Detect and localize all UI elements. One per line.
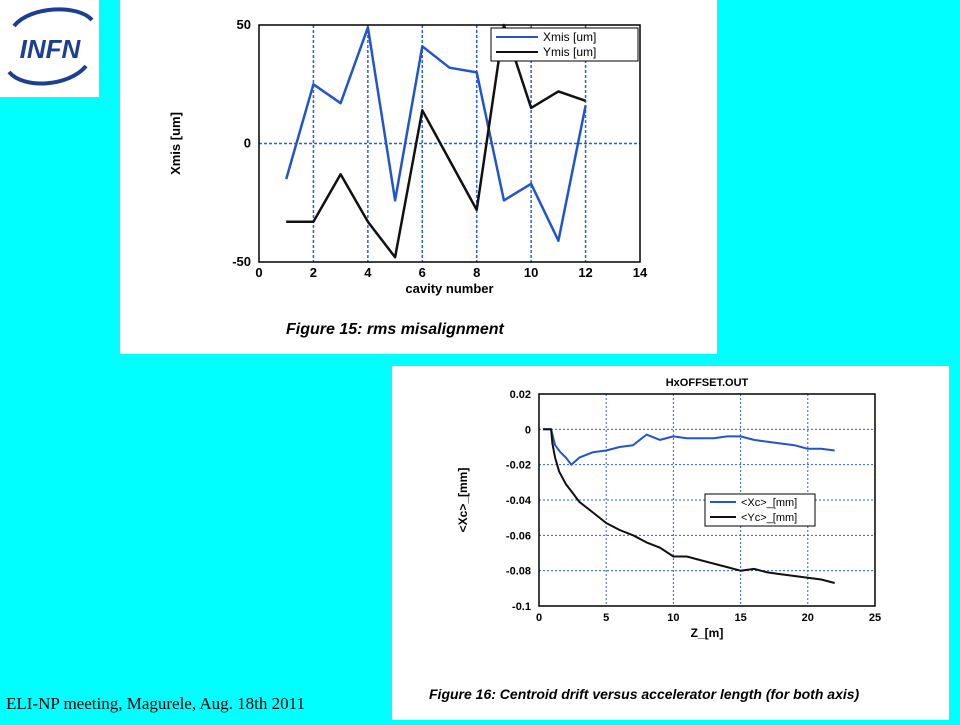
x-axis-label: cavity number — [405, 281, 493, 296]
x-tick-label: 4 — [364, 265, 372, 280]
y-tick-label: 50 — [237, 17, 251, 32]
x-tick-label: 0 — [255, 265, 262, 280]
series-line-y — [286, 23, 587, 259]
plot-frame — [538, 393, 876, 607]
y-tick-label: -0.1 — [512, 601, 531, 613]
y-tick-label: 0 — [244, 136, 251, 151]
figure-15-panel: Figure 15: rms misalignment 0 2 4 6 8 10 12 14 -… — [120, 0, 717, 354]
y-tick-label: -50 — [232, 254, 251, 269]
legend-label: Ymis [um] — [543, 45, 596, 59]
y-axis-label: <Xc>_[mm] — [456, 468, 470, 533]
infn-logo-text: INFN — [20, 34, 82, 64]
chart-title: HxOFFSET.OUT — [666, 377, 749, 389]
legend-box — [704, 493, 816, 527]
x-tick-label: 15 — [734, 612, 746, 624]
chart-caption: Figure 15: rms misalignment — [286, 321, 505, 338]
legend-label: <Xc>_[mm] — [741, 497, 797, 509]
footer-text: ELI-NP meeting, Magurele, Aug. 18th 2011 — [6, 694, 306, 713]
x-tick-label: 0 — [536, 612, 542, 624]
x-axis-label: Z_[m] — [691, 626, 724, 640]
y-tick-label: -0.06 — [506, 530, 531, 542]
series-line-x — [284, 26, 587, 242]
chart-caption: Figure 16: Centroid drift versus acceler… — [429, 686, 860, 702]
chart-misalignment: Figure 15: rms misalignment 0 2 4 6 8 10 12 14 -… — [168, 17, 648, 338]
x-tick-label: 2 — [310, 265, 317, 280]
y-axis-label: Xmis [um] — [168, 112, 183, 175]
legend-label: Xmis [um] — [543, 30, 596, 44]
plot-frame — [258, 24, 641, 263]
infn-logo-graphic: INFN — [7, 7, 94, 86]
y-tick-label: -0.08 — [506, 566, 531, 578]
series-line-y — [543, 428, 835, 584]
series-line-x — [543, 428, 835, 466]
figure-16-panel: Figure 16: Centroid drift versus acceler… — [392, 366, 949, 720]
x-tick-label: 25 — [869, 612, 881, 624]
infn-logo: INFN — [0, 0, 99, 97]
x-tick-label: 10 — [524, 265, 538, 280]
y-tick-label: -0.04 — [506, 495, 532, 507]
x-tick-label: 20 — [802, 612, 814, 624]
x-tick-label: 12 — [578, 265, 592, 280]
y-tick-label: -0.02 — [506, 460, 531, 472]
x-tick-label: 6 — [419, 265, 426, 280]
x-tick-label: 5 — [603, 612, 609, 624]
legend-box — [490, 27, 639, 62]
legend-label: <Yc>_[mm] — [741, 512, 797, 524]
x-tick-label: 14 — [633, 265, 648, 280]
chart-centroid-drift: Figure 16: Centroid drift versus acceler… — [429, 377, 881, 702]
x-tick-label: 10 — [667, 612, 679, 624]
y-tick-label: 0 — [525, 424, 531, 436]
x-tick-label: 8 — [473, 265, 480, 280]
y-tick-label: 0.02 — [510, 389, 531, 401]
